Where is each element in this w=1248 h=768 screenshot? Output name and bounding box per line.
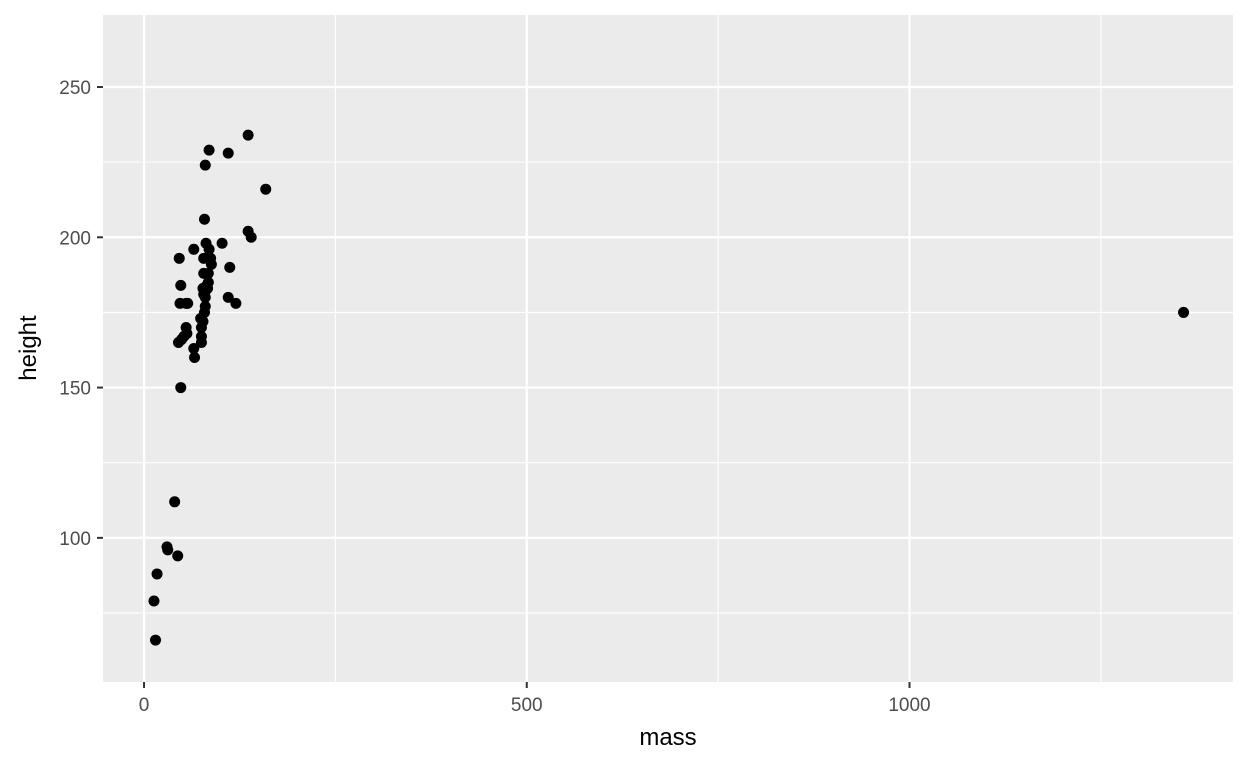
x-tick-label: 1000 — [888, 695, 930, 716]
data-point — [151, 568, 163, 580]
data-point — [148, 595, 160, 607]
y-axis: 100 150 200 250 — [59, 78, 103, 550]
data-point — [195, 330, 207, 342]
data-point — [175, 382, 187, 394]
data-point — [230, 297, 242, 309]
grid-major — [103, 15, 1233, 682]
data-point — [202, 267, 214, 279]
x-axis-title: mass — [639, 724, 696, 751]
data-point — [173, 252, 185, 264]
x-axis: 0 500 1000 — [139, 682, 931, 716]
data-point — [189, 352, 201, 364]
grid-minor — [103, 15, 1233, 682]
data-point — [202, 276, 214, 288]
data-point — [203, 243, 215, 255]
data-point — [205, 258, 217, 270]
data-point — [162, 544, 174, 556]
y-tick-label: 150 — [59, 379, 91, 400]
data-point — [172, 550, 184, 562]
data-point — [216, 237, 228, 249]
data-point — [169, 496, 181, 508]
y-tick-label: 250 — [59, 78, 91, 99]
y-tick-label: 200 — [59, 228, 91, 249]
data-point — [224, 261, 236, 273]
data-point — [150, 634, 162, 646]
x-tick-label: 500 — [511, 695, 543, 716]
x-tick-label: 0 — [139, 695, 150, 716]
data-point — [222, 147, 234, 159]
data-point — [188, 243, 200, 255]
data-point — [199, 300, 211, 312]
data-point — [199, 159, 211, 171]
plot-panel — [103, 15, 1233, 682]
data-points — [148, 129, 1190, 646]
y-tick-label: 100 — [59, 529, 91, 550]
data-point — [197, 315, 209, 327]
data-point — [245, 231, 257, 243]
data-point — [1178, 306, 1190, 318]
data-point — [199, 213, 211, 225]
data-point — [242, 129, 254, 141]
data-point — [222, 291, 234, 303]
y-axis-title: height — [15, 315, 42, 381]
data-point — [203, 144, 215, 156]
data-point — [181, 327, 193, 339]
data-point — [175, 279, 187, 291]
data-point — [260, 183, 272, 195]
data-point — [188, 343, 200, 354]
data-point — [182, 297, 194, 309]
